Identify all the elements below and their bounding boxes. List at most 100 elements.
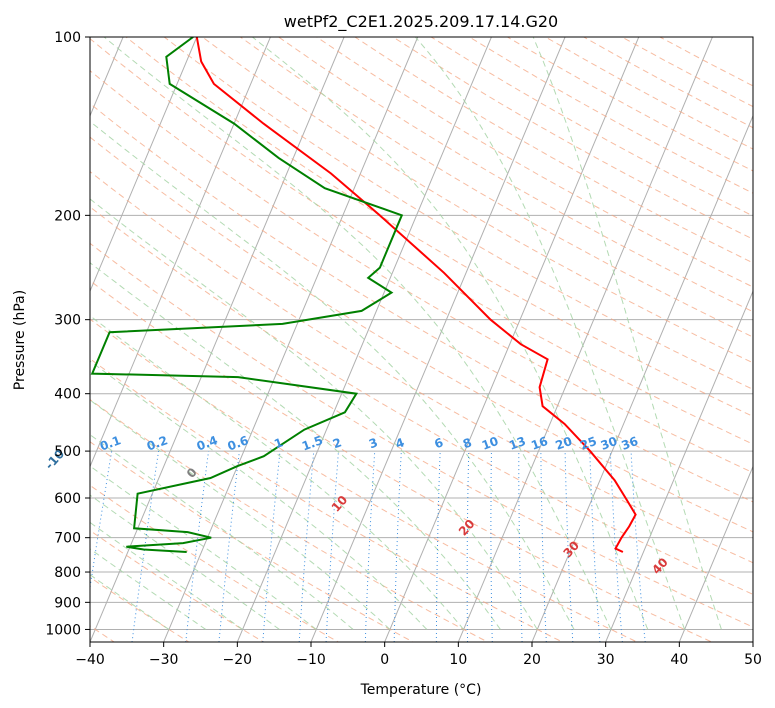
isotherm (90, 37, 271, 468)
mixing-ratio-line (393, 451, 402, 642)
moist-adiabat (103, 37, 612, 630)
moist-adiabat (90, 548, 207, 630)
moist-adiabat (90, 315, 464, 630)
dry-adiabat (90, 242, 753, 628)
isotherm (678, 465, 753, 642)
mixing-ratio-label: 36 (619, 434, 639, 453)
mixing-ratio-line (325, 451, 339, 642)
x-tick-label: 0 (380, 652, 389, 668)
y-tick-label: 500 (54, 444, 81, 460)
isotherm (752, 640, 753, 642)
dry-adiabat (90, 398, 489, 642)
isotherm (90, 37, 345, 642)
axes: −40 −30 −20 −10 0 10 20 30 40 50 100 200 300 400 500 60… (45, 30, 762, 668)
x-tick-label: −10 (296, 652, 326, 668)
x-tick-label: −20 (223, 652, 253, 668)
mixing-ratio-line (298, 451, 315, 642)
y-tick-label: 100 (54, 30, 81, 46)
mixing-ratio-label: 10 (480, 434, 500, 453)
mixing-ratio-label: 1.5 (300, 433, 325, 453)
mixing-ratio-line (630, 451, 646, 642)
dry-adiabat (90, 358, 564, 642)
isotherm (605, 289, 753, 642)
isotherm (236, 37, 492, 642)
isotherm (457, 37, 713, 642)
mixing-ratio-line (540, 451, 547, 642)
mixing-ratio-label: 16 (529, 434, 549, 453)
mixing-ratio-line (564, 451, 574, 642)
mixing-ratio-line (218, 451, 240, 642)
mixing-ratio-line (589, 451, 601, 642)
mixing-ratio-line (490, 451, 493, 642)
dry-adiabat (90, 102, 753, 503)
isotherm (384, 37, 640, 642)
x-axis-label: Temperature (°C) (360, 682, 482, 698)
isotherm (90, 37, 198, 293)
temperature-line (195, 37, 637, 553)
moist-adiabat (90, 465, 317, 630)
moist-adiabat (90, 494, 280, 630)
mixing-ratio-line (364, 451, 376, 642)
mixing-ratio-label: 0.1 (98, 433, 123, 453)
mixing-ratio-line (435, 451, 441, 642)
y-tick-label: 1000 (45, 622, 81, 638)
isotherm (163, 37, 419, 642)
y-axis-label: Pressure (hPa) (12, 290, 28, 390)
y-tick-label: 600 (54, 491, 81, 507)
mixing-ratio-line (262, 451, 281, 642)
mixing-ratio-line (609, 451, 623, 642)
mixing-ratio-line (131, 451, 160, 642)
y-tick-label: 300 (54, 313, 81, 329)
y-tick-label: 400 (54, 387, 81, 403)
dry-adiabat (90, 280, 713, 642)
background-lines (0, 37, 753, 654)
moist-adiabat (90, 262, 501, 630)
plot-frame (89, 36, 754, 643)
mixing-ratio-line (185, 451, 210, 642)
dry-adiabat (90, 484, 340, 642)
chart-title: wetPf2_C2E1.2025.209.17.14.G20 (284, 12, 558, 32)
dry-adiabat (90, 170, 753, 564)
moist-adiabat (90, 120, 575, 630)
moist-adiabat (90, 574, 170, 630)
mixing-ratio-label: 20 (554, 434, 574, 453)
y-tick-label: 900 (54, 595, 81, 611)
y-tick-label: 800 (54, 565, 81, 581)
dry-adiabat (90, 529, 265, 642)
mixing-ratio-label: 13 (507, 434, 527, 453)
dry-adiabat (90, 206, 753, 595)
x-tick-label: 50 (744, 652, 762, 668)
dry-adiabat (125, 37, 753, 417)
mixing-ratio-label: 0.2 (145, 433, 170, 453)
mixing-ratio-label: 30 (599, 434, 619, 453)
y-tick-label: 700 (54, 531, 81, 547)
x-tick-label: 30 (597, 652, 615, 668)
mixing-ratio-label: 0.6 (226, 433, 251, 453)
isotherm (531, 114, 753, 642)
mixing-ratio-line (518, 451, 523, 642)
dry-adiabat (240, 37, 753, 338)
x-tick-label: −40 (75, 652, 105, 668)
dry-adiabat (90, 38, 753, 445)
dry-adiabat (202, 37, 753, 364)
x-tick-label: 10 (449, 652, 467, 668)
mixing-ratio-label: 0.4 (195, 433, 220, 453)
dewpoint-line (90, 37, 404, 553)
x-tick-label: 20 (523, 652, 541, 668)
x-tick-label: 40 (670, 652, 688, 668)
profiles (90, 37, 637, 553)
plot-area (90, 37, 753, 642)
isotherm (310, 37, 566, 642)
dry-adiabat (90, 136, 753, 533)
dry-adiabat (0, 37, 57, 654)
moist-adiabat (415, 37, 686, 630)
moist-adiabat (532, 37, 722, 630)
mixing-ratio-line (466, 451, 470, 642)
moist-adiabat (252, 37, 649, 630)
moist-adiabat (90, 198, 538, 630)
moist-adiabat (90, 399, 391, 630)
moist-adiabat (90, 521, 243, 630)
x-tick-label: −30 (149, 652, 179, 668)
mixing-ratio-label: 25 (578, 434, 598, 453)
